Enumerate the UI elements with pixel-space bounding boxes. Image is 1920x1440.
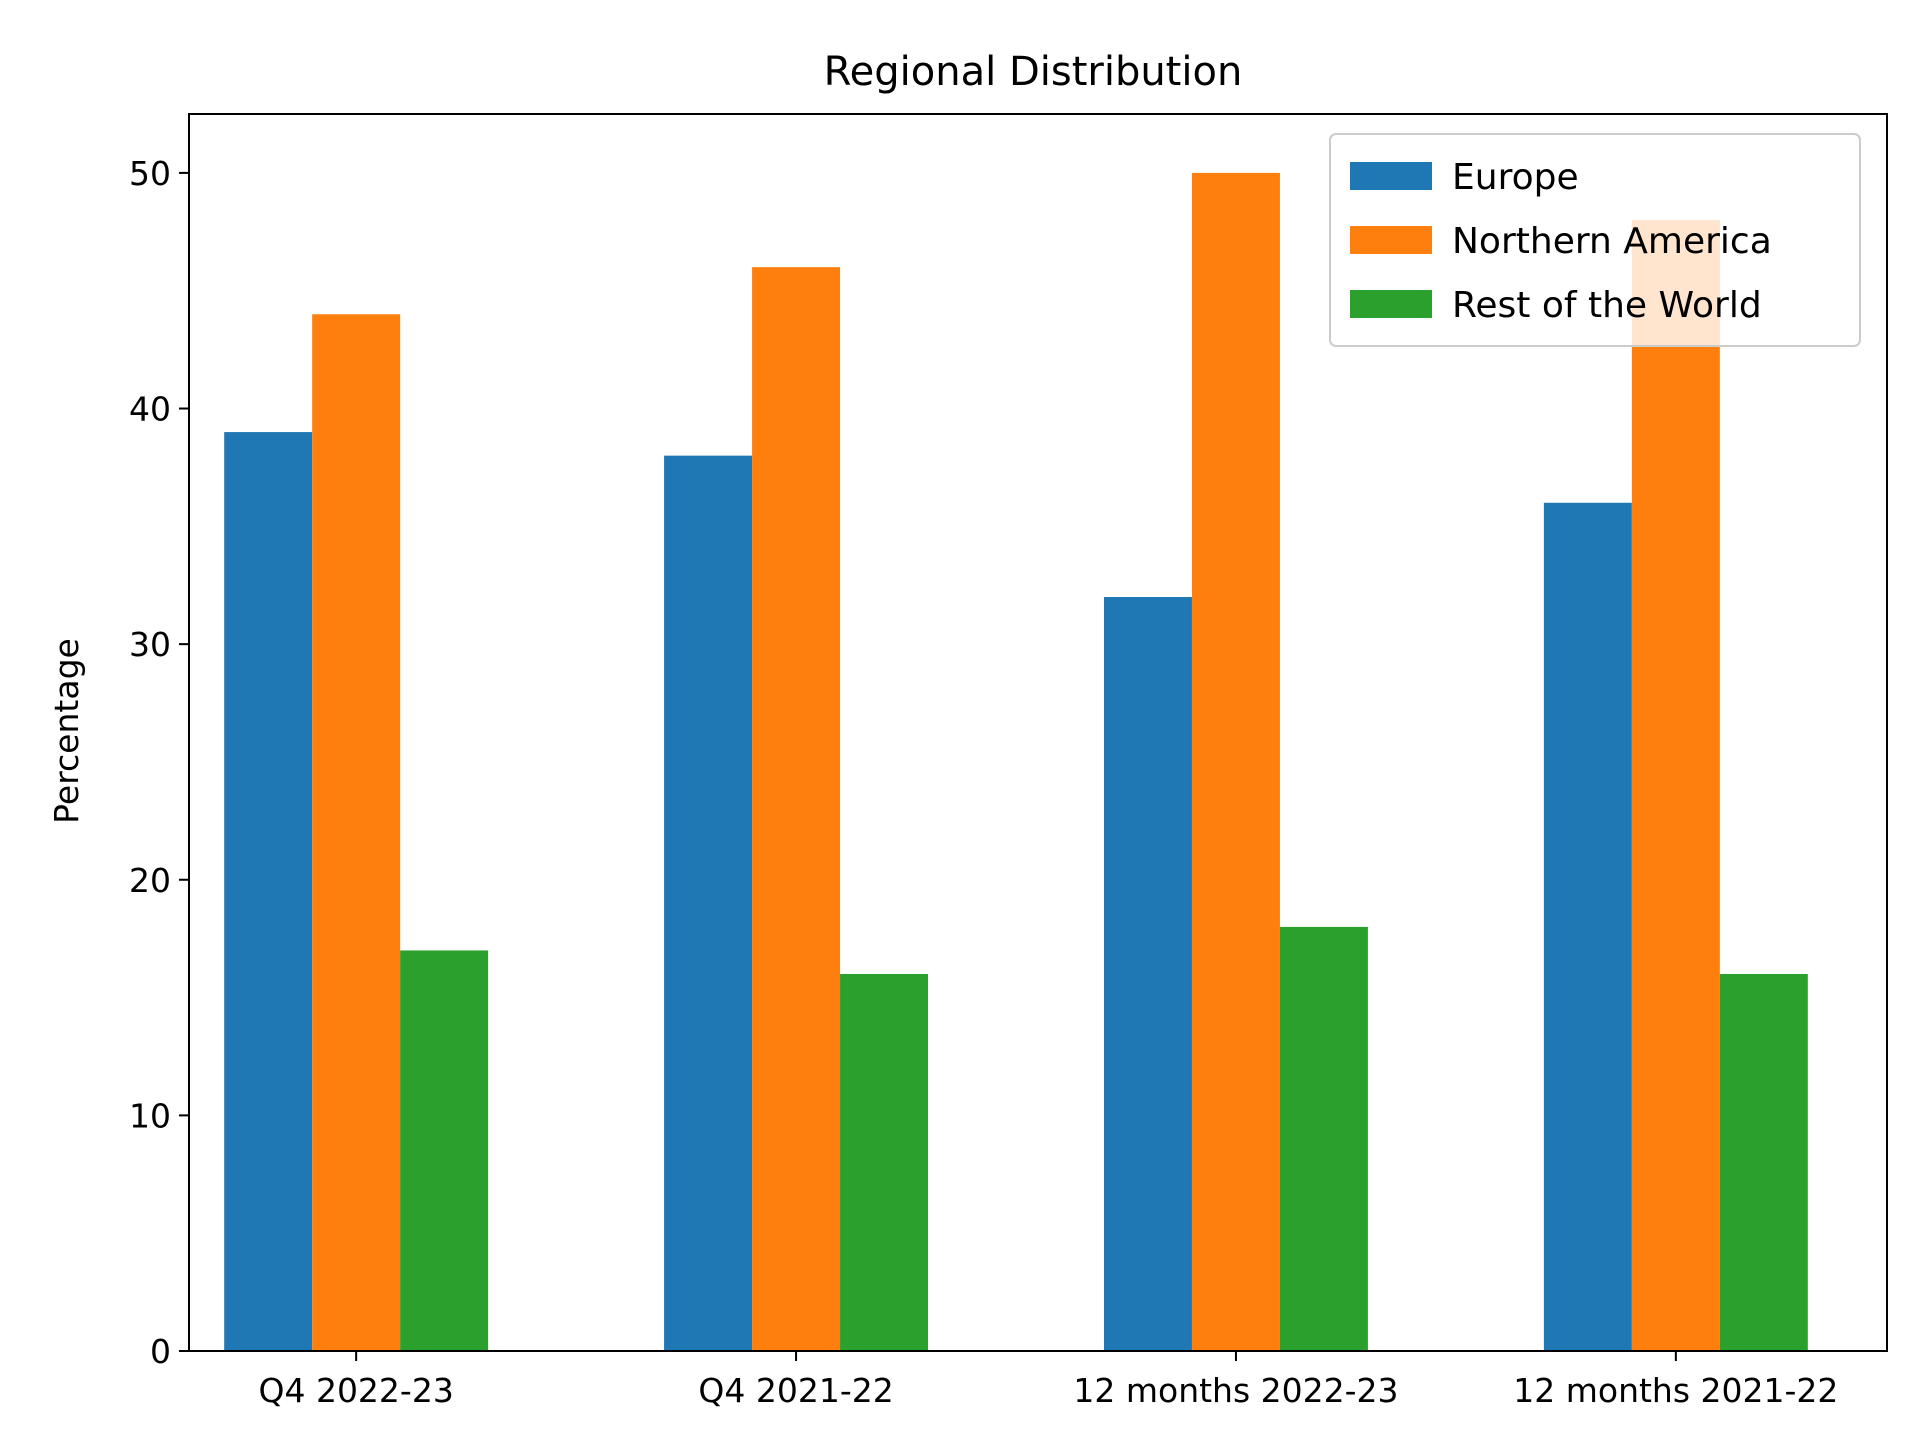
- bar-northern-america-0: [312, 314, 401, 1352]
- y-tick-label-0: 0: [150, 1332, 171, 1371]
- legend-label-northern-america: Northern America: [1452, 221, 1772, 262]
- x-tick-label-0: Q4 2022-23: [258, 1371, 453, 1410]
- bar-rest-of-the-world-3: [1719, 974, 1808, 1351]
- y-tick-label-50: 50: [129, 154, 171, 193]
- bars-layer: [224, 172, 1808, 1352]
- bar-europe-2: [1103, 597, 1192, 1351]
- bar-europe-1: [664, 455, 753, 1352]
- legend: Europe Northern America Rest of the World: [1329, 133, 1861, 347]
- legend-swatch-rest-of-the-world: [1350, 290, 1432, 318]
- y-tick-label-10: 10: [129, 1096, 171, 1135]
- y-axis-label: Percentage: [47, 638, 86, 824]
- bar-rest-of-the-world-0: [400, 950, 489, 1351]
- bar-northern-america-3: [1631, 220, 1720, 1351]
- axes-layer: 0 10 20 30 40 50 Q4 2022-23 Q4 2021-22 12 months…: [129, 113, 1888, 1410]
- bar-europe-3: [1543, 502, 1632, 1351]
- y-tick-label-40: 40: [129, 390, 171, 429]
- legend-swatch-europe: [1350, 162, 1432, 190]
- x-tick-label-1: Q4 2021-22: [698, 1371, 893, 1410]
- bar-rest-of-the-world-1: [840, 974, 929, 1351]
- legend-swatch-northern-america: [1350, 226, 1432, 254]
- legend-label-europe: Europe: [1452, 157, 1579, 198]
- bar-northern-america-1: [752, 267, 841, 1352]
- legend-box: [1329, 133, 1861, 347]
- y-tick-label-30: 30: [129, 625, 171, 664]
- bar-europe-0: [224, 432, 313, 1352]
- y-tick-label-20: 20: [129, 861, 171, 900]
- bar-rest-of-the-world-2: [1279, 926, 1368, 1351]
- chart-title: Regional Distribution: [824, 49, 1243, 95]
- legend-label-rest-of-the-world: Rest of the World: [1452, 285, 1762, 326]
- bar-northern-america-2: [1191, 172, 1280, 1351]
- x-tick-label-3: 12 months 2021-22: [1513, 1371, 1838, 1410]
- x-tick-label-2: 12 months 2022-23: [1073, 1371, 1398, 1410]
- plot-frame: [188, 113, 1888, 1352]
